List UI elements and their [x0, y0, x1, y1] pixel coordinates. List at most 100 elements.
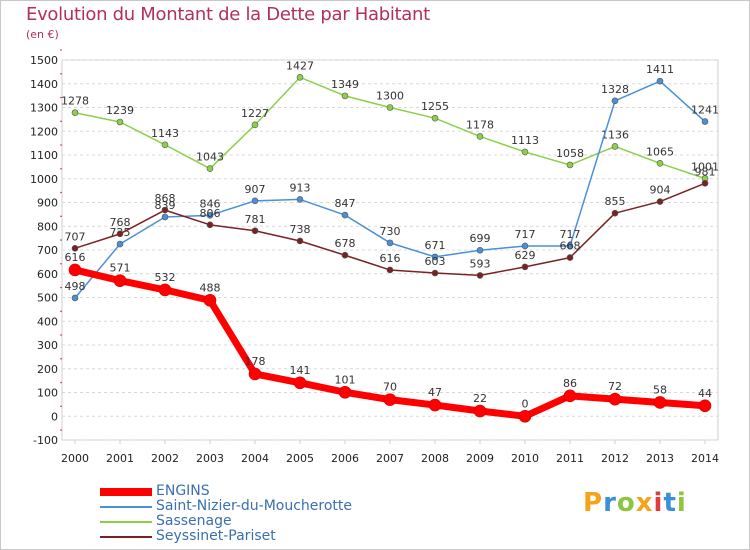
- data-label: 101: [335, 373, 356, 386]
- data-point: [341, 92, 349, 100]
- data-point: [161, 213, 169, 221]
- data-label: 913: [290, 181, 311, 194]
- data-point: [113, 274, 127, 287]
- logo-letter: t: [663, 488, 677, 518]
- data-label: 141: [290, 364, 311, 377]
- data-point: [701, 118, 709, 125]
- y-tick-label: 300: [37, 339, 58, 352]
- data-label: 178: [245, 355, 266, 368]
- data-label: 58: [653, 383, 667, 396]
- data-label: 22: [473, 392, 487, 405]
- data-label: 72: [608, 380, 622, 393]
- y-tick-label: 200: [37, 363, 58, 376]
- data-label: 846: [200, 197, 221, 210]
- data-label: 571: [110, 262, 131, 275]
- data-label: 629: [515, 249, 536, 262]
- data-label: 1427: [286, 59, 314, 72]
- data-point: [206, 165, 214, 172]
- data-point: [338, 385, 352, 399]
- y-tick-label: 100: [37, 387, 58, 400]
- data-label: 907: [245, 183, 266, 196]
- axis-minor-mark: [60, 286, 62, 289]
- data-point: [476, 246, 484, 254]
- data-point: [521, 242, 529, 250]
- x-tick-label: 2001: [106, 452, 134, 465]
- logo-letter: i: [653, 488, 664, 518]
- data-point: [386, 266, 394, 274]
- x-tick-label: 2002: [151, 452, 179, 465]
- y-tick-label: 500: [37, 292, 58, 305]
- x-tick-label: 2007: [376, 452, 404, 465]
- legend-swatch: [100, 506, 152, 508]
- axis-minor-mark: [60, 310, 62, 313]
- data-label: 717: [515, 228, 536, 241]
- x-tick-label: 2000: [61, 452, 89, 465]
- data-label: 1278: [61, 95, 89, 108]
- axis-minor-mark: [60, 72, 62, 75]
- data-label: 730: [380, 225, 401, 238]
- data-point: [611, 97, 619, 105]
- x-tick-label: 2005: [286, 452, 314, 465]
- data-label: 738: [290, 223, 311, 236]
- x-tick-label: 2004: [241, 452, 269, 465]
- data-point: [566, 254, 574, 261]
- data-point: [206, 212, 214, 219]
- data-point: [653, 396, 667, 409]
- data-point: [566, 242, 574, 250]
- data-point: [431, 114, 439, 122]
- data-point: [611, 143, 619, 150]
- logo-letter: x: [635, 488, 654, 518]
- x-tick-label: 2003: [196, 452, 224, 465]
- data-point: [116, 118, 124, 126]
- data-point: [521, 148, 529, 156]
- legend-label: Sassenage: [156, 513, 232, 529]
- data-point: [161, 206, 169, 214]
- series-sassenage: 1278 1239 1143 1043 1227 1427 1349 1300 1255 1178…: [61, 59, 719, 182]
- proxiti-logo: Proxiti: [583, 488, 687, 518]
- data-label: 678: [335, 237, 356, 250]
- data-point: [158, 283, 172, 297]
- axis-minor-mark: [60, 191, 62, 194]
- data-point: [71, 245, 79, 252]
- axis-minor-mark: [60, 334, 62, 336]
- x-tick-label: 2012: [601, 452, 629, 465]
- data-point: [386, 104, 394, 111]
- y-tick-label: 600: [37, 268, 58, 281]
- legend-swatch: [100, 536, 152, 538]
- data-point: [431, 253, 439, 261]
- legend-swatch: [100, 521, 152, 523]
- y-tick-label: -100: [33, 434, 58, 447]
- data-label: 86: [563, 377, 577, 390]
- data-point: [701, 179, 709, 187]
- axis-minor-mark: [60, 357, 62, 360]
- data-label: 1113: [511, 134, 539, 147]
- x-tick-label: 2006: [331, 452, 359, 465]
- data-point: [251, 121, 259, 129]
- data-point: [566, 161, 574, 169]
- data-point: [656, 160, 664, 167]
- series-seyssinet-pariset: 707 768 868 806 781 738 678 616 603 593 629 668 855 9…: [65, 165, 716, 279]
- data-label: 603: [425, 255, 446, 268]
- data-point: [296, 237, 304, 245]
- data-label: 47: [428, 386, 442, 399]
- x-tick-label: 2013: [646, 452, 674, 465]
- data-label: 1178: [466, 118, 494, 131]
- data-label: 1300: [376, 90, 404, 103]
- axis-minor-mark: [60, 215, 62, 218]
- y-tick-label: 900: [37, 197, 58, 210]
- series-engins: 616 571 532 488 178 141 101 70 47 22 0 86 72 58 44: [65, 251, 712, 423]
- data-label: 855: [605, 195, 626, 208]
- x-tick-label: 2014: [691, 452, 719, 465]
- data-point: [476, 272, 484, 279]
- data-label: 1143: [151, 127, 179, 140]
- series-line: [74, 80, 706, 299]
- data-point: [71, 109, 79, 117]
- data-label: 1043: [196, 151, 224, 164]
- data-point: [251, 227, 259, 235]
- data-point: [656, 77, 664, 85]
- axis-minor-mark: [60, 144, 62, 146]
- data-point: [656, 198, 664, 205]
- y-tick-label: 1000: [30, 173, 58, 186]
- data-label: 1239: [106, 104, 134, 117]
